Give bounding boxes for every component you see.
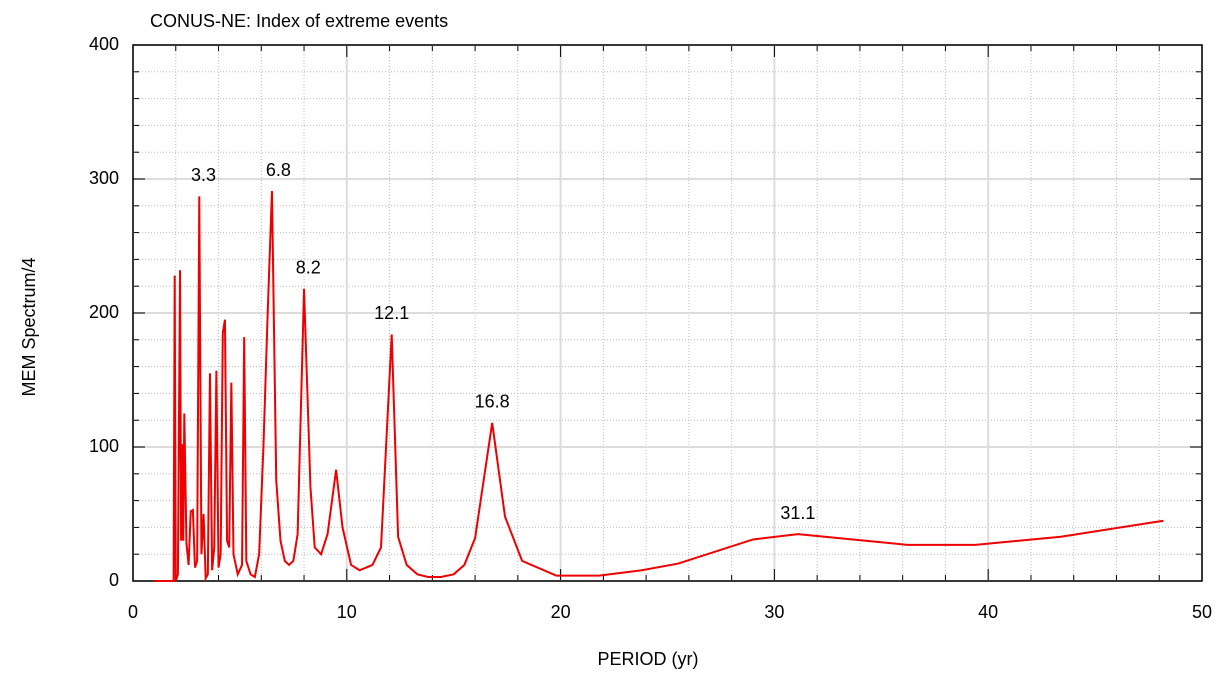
y-tick-label: 200 <box>89 302 119 322</box>
plot-frame <box>132 44 1203 582</box>
series-line <box>154 191 1164 583</box>
peak-label: 8.2 <box>296 258 321 278</box>
peak-label: 16.8 <box>475 392 510 412</box>
y-tick-label: 300 <box>89 168 119 188</box>
x-tick-label: 50 <box>1192 602 1212 622</box>
x-tick-label: 30 <box>764 602 784 622</box>
y-tick-label: 0 <box>109 570 119 590</box>
x-axis-label: PERIOD (yr) <box>598 649 699 669</box>
y-tick-label: 400 <box>89 34 119 54</box>
x-tick-label: 20 <box>551 602 571 622</box>
x-tick-label: 40 <box>978 602 998 622</box>
y-axis-label: MEM Spectrum/4 <box>19 257 39 396</box>
peak-label: 3.3 <box>191 165 216 185</box>
peak-label: 12.1 <box>374 303 409 323</box>
x-tick-label: 0 <box>128 602 138 622</box>
y-tick-label: 100 <box>89 436 119 456</box>
x-tick-label: 10 <box>337 602 357 622</box>
chart-title: CONUS-NE: Index of extreme events <box>150 11 448 31</box>
peak-label: 6.8 <box>266 160 291 180</box>
peak-label: 31.1 <box>780 503 815 523</box>
